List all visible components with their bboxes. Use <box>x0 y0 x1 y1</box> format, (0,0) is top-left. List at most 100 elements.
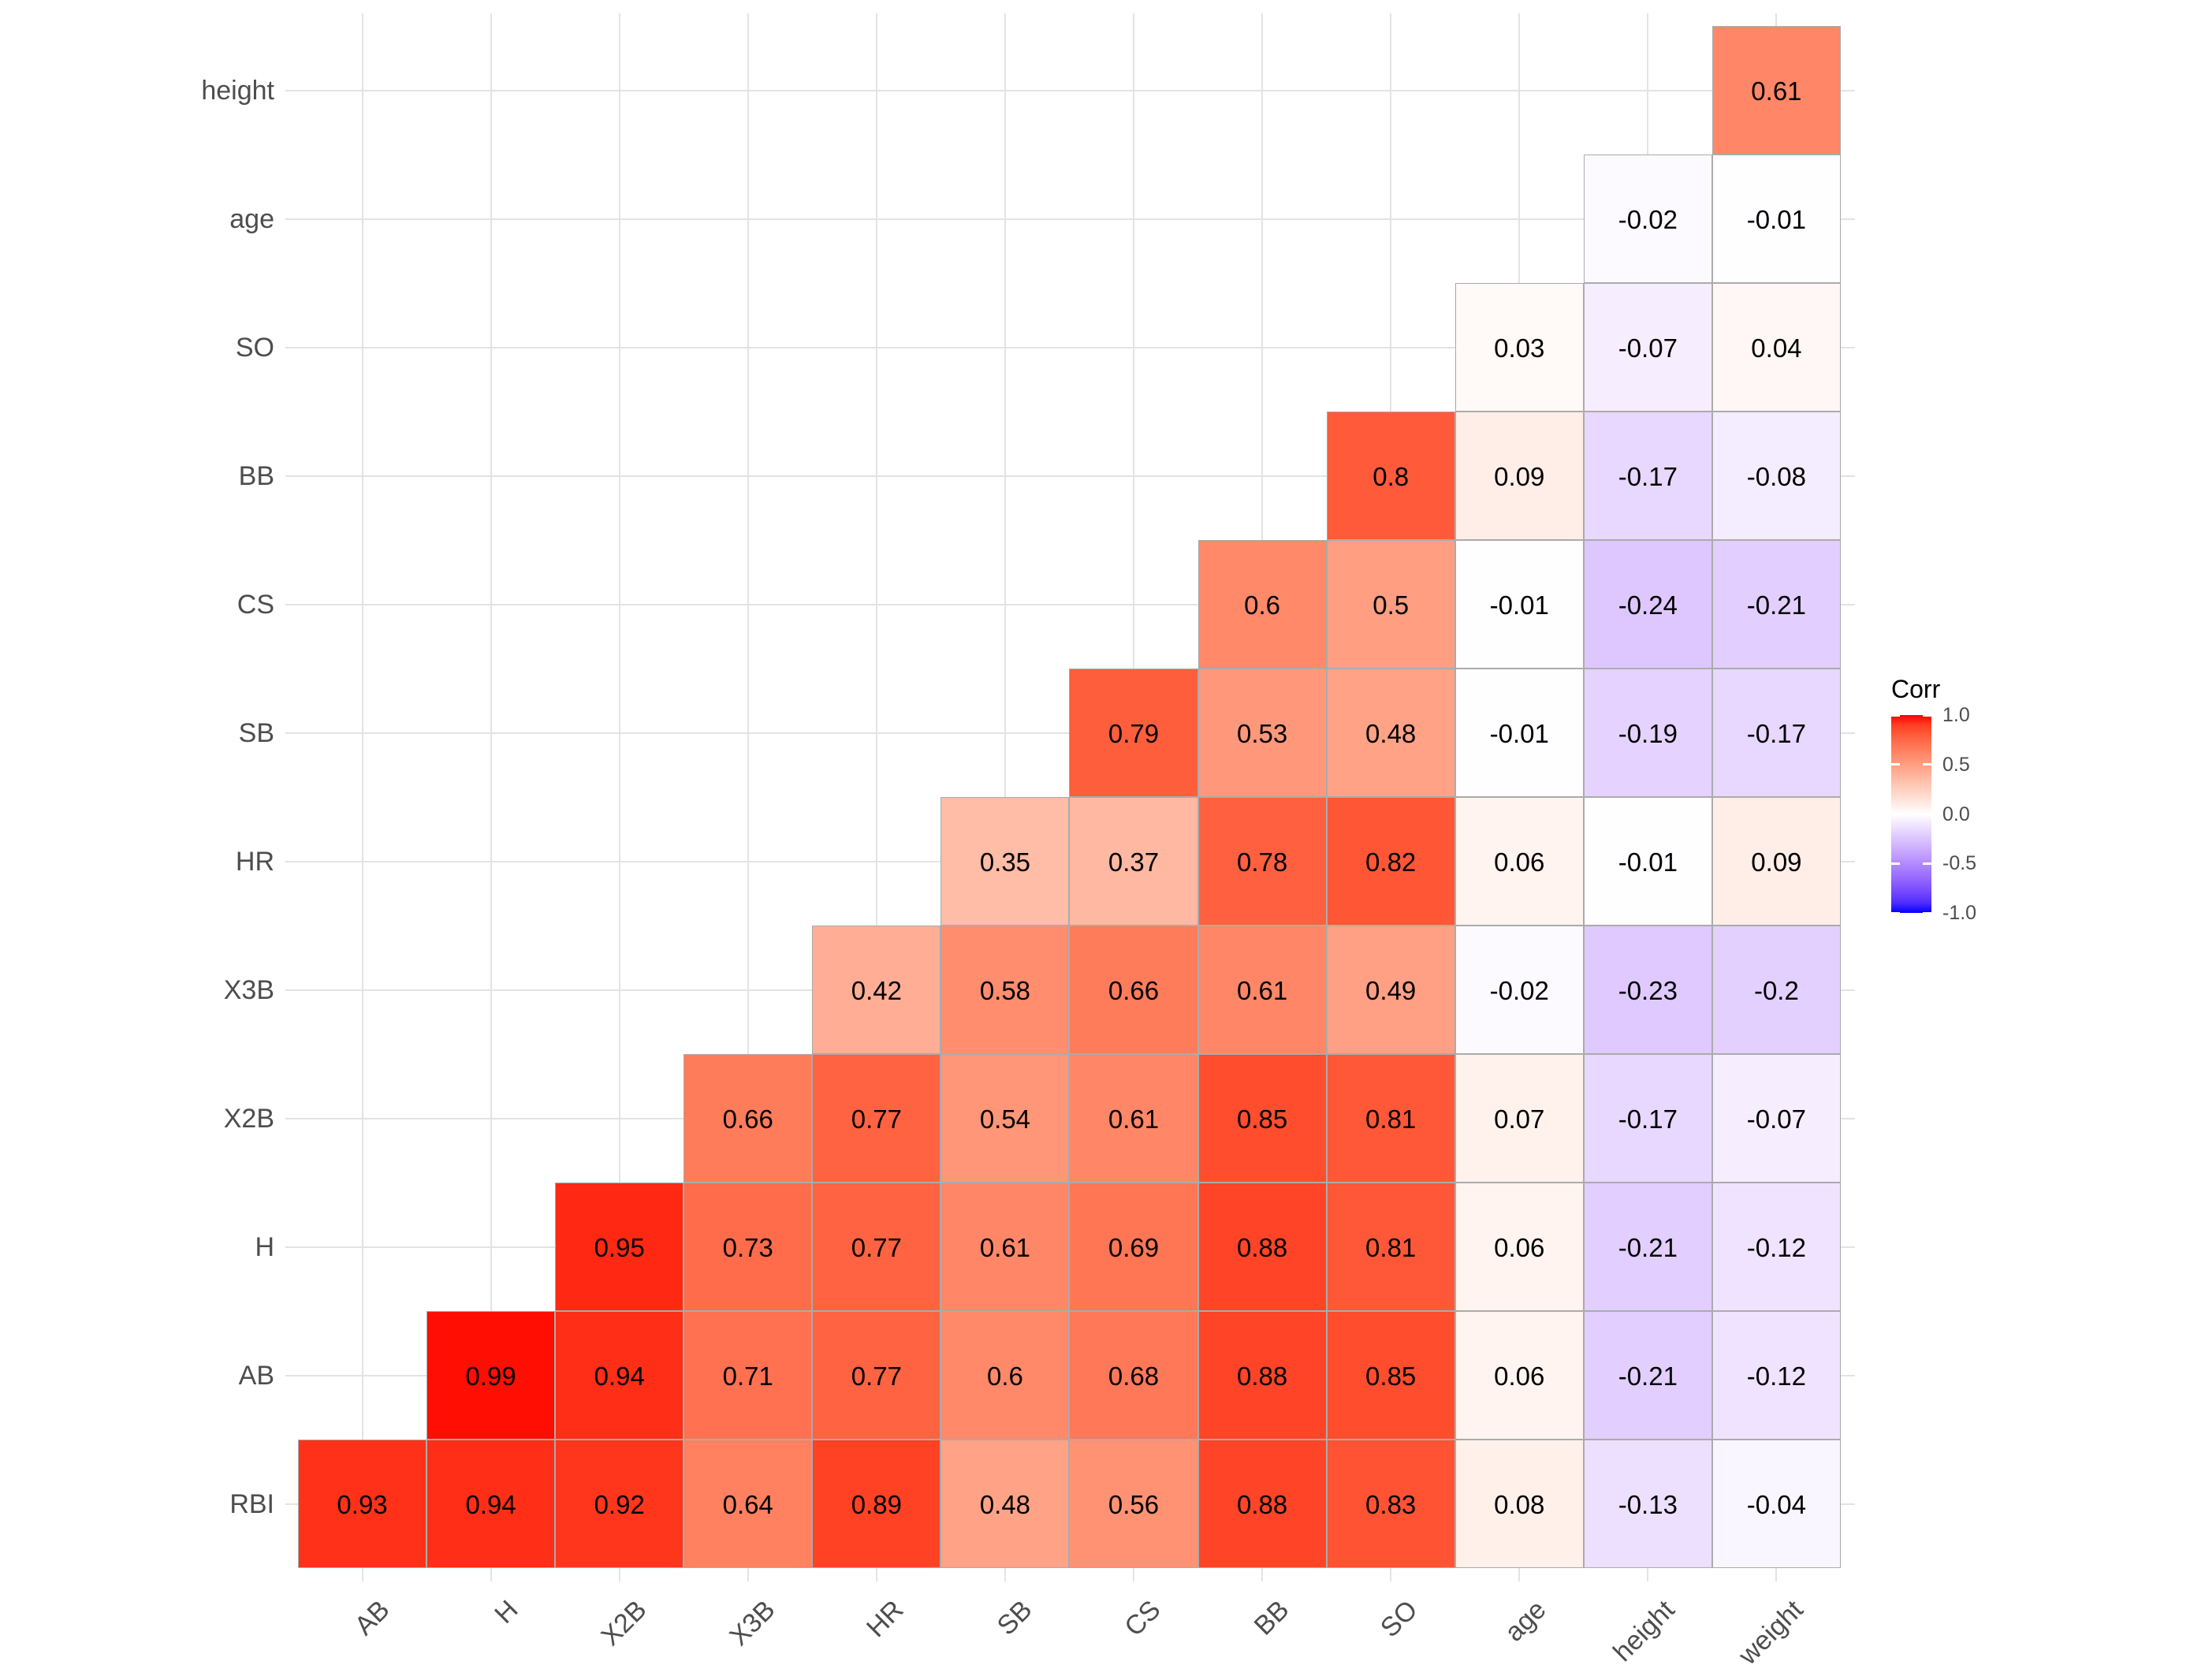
cell-value: 0.77 <box>851 1362 902 1391</box>
heatmap-cell: 0.77 <box>812 1054 941 1183</box>
cell-value: 0.94 <box>594 1362 645 1391</box>
heatmap-cell: -0.2 <box>1711 926 1841 1054</box>
heatmap-cell: -0.24 <box>1583 540 1712 669</box>
gridline-h <box>285 89 1855 91</box>
legend-tick-mark <box>1923 911 1931 913</box>
heatmap-cell: 0.08 <box>1454 1440 1584 1568</box>
cell-value: 0.66 <box>1108 976 1160 1005</box>
cell-value: 0.06 <box>1494 847 1545 877</box>
y-axis-label-ab: AB <box>238 1360 274 1391</box>
y-axis-label-x2b: X2B <box>223 1103 274 1134</box>
cell-value: 0.83 <box>1365 1490 1417 1519</box>
cell-value: 0.88 <box>1236 1490 1288 1519</box>
cell-value: 0.81 <box>1365 1233 1417 1262</box>
heatmap-cell: -0.02 <box>1454 926 1584 1054</box>
y-axis-label-h: H <box>255 1231 274 1262</box>
heatmap-cell: 0.03 <box>1454 283 1584 412</box>
cell-value: 0.61 <box>1751 76 1802 106</box>
cell-value: 0.04 <box>1751 333 1802 363</box>
cell-value: 0.42 <box>851 976 902 1005</box>
heatmap-cell: 0.69 <box>1069 1183 1198 1311</box>
heatmap-cell: 0.79 <box>1069 669 1198 797</box>
y-axis-label-sb: SB <box>238 717 274 748</box>
heatmap-cell: -0.07 <box>1583 283 1712 412</box>
legend-colorbar <box>1891 715 1931 913</box>
cell-value: -0.07 <box>1746 1104 1807 1134</box>
heatmap-cell: 0.6 <box>940 1311 1070 1440</box>
cell-value: -0.01 <box>1746 205 1807 234</box>
legend-tick-label: 1.0 <box>1942 704 1970 726</box>
cell-value: 0.08 <box>1494 1490 1545 1519</box>
cell-value: 0.94 <box>465 1490 516 1519</box>
cell-value: 0.37 <box>1108 847 1160 877</box>
heatmap-cell: 0.82 <box>1326 797 1455 926</box>
heatmap-cell: 0.94 <box>426 1440 556 1568</box>
heatmap-cell: 0.88 <box>1197 1440 1327 1568</box>
x-axis-label-hr: HR <box>860 1594 910 1644</box>
x-axis-label-weight: weight <box>1733 1594 1809 1671</box>
heatmap-cell: -0.17 <box>1583 1054 1712 1183</box>
cell-value: -0.02 <box>1618 205 1678 234</box>
heatmap-cell: 0.42 <box>812 926 941 1054</box>
heatmap-cell: -0.07 <box>1711 1054 1841 1183</box>
heatmap-cell: 0.09 <box>1711 797 1841 926</box>
y-axis-label-x3b: X3B <box>223 974 274 1005</box>
cell-value: 0.92 <box>594 1490 645 1519</box>
heatmap-cell: 0.77 <box>812 1311 941 1440</box>
heatmap-cell: 0.61 <box>1197 926 1327 1054</box>
heatmap-cell: 0.06 <box>1454 1183 1584 1311</box>
gridline-h <box>285 346 1855 348</box>
heatmap-cell: 0.94 <box>555 1311 684 1440</box>
legend-tick-label: -0.5 <box>1942 852 1977 875</box>
cell-value: 0.68 <box>1108 1362 1160 1391</box>
legend-tick-label: 0.0 <box>1942 803 1970 825</box>
cell-value: 0.88 <box>1236 1233 1288 1262</box>
heatmap-cell: 0.78 <box>1197 797 1327 926</box>
heatmap-cell: 0.5 <box>1326 540 1455 669</box>
cell-value: 0.09 <box>1751 847 1802 877</box>
heatmap-cell: 0.53 <box>1197 669 1327 797</box>
heatmap-cell: 0.06 <box>1454 1311 1584 1440</box>
cell-value: -0.17 <box>1618 1104 1678 1134</box>
heatmap-cell: 0.77 <box>812 1183 941 1311</box>
x-axis-label-height: height <box>1607 1594 1681 1668</box>
gridline-v <box>361 13 363 1581</box>
heatmap-cell: -0.01 <box>1454 669 1584 797</box>
heatmap-cell: 0.37 <box>1069 797 1198 926</box>
heatmap-cell: -0.02 <box>1583 155 1712 283</box>
heatmap-cell: 0.09 <box>1454 412 1584 540</box>
cell-value: 0.79 <box>1108 719 1160 748</box>
cell-value: -0.08 <box>1746 462 1807 491</box>
legend-tick-mark <box>1891 715 1900 717</box>
x-axis-label-cs: CS <box>1119 1594 1167 1642</box>
heatmap-cell: 0.58 <box>940 926 1070 1054</box>
cell-value: 0.93 <box>337 1490 388 1519</box>
legend-tick-label: -1.0 <box>1942 902 1977 924</box>
cell-value: -0.12 <box>1746 1233 1807 1262</box>
legend-tick-mark <box>1891 763 1900 766</box>
legend-tick-mark <box>1891 911 1900 913</box>
cell-value: 0.6 <box>986 1362 1023 1391</box>
heatmap-cell: -0.19 <box>1583 669 1712 797</box>
heatmap-cell: 0.54 <box>940 1054 1070 1183</box>
heatmap-cell: 0.99 <box>426 1311 556 1440</box>
cell-value: 0.71 <box>722 1362 773 1391</box>
legend-tick-mark <box>1923 813 1931 815</box>
heatmap-cell: 0.71 <box>683 1311 813 1440</box>
cell-value: -0.17 <box>1746 719 1807 748</box>
cell-value: 0.99 <box>465 1362 516 1391</box>
heatmap-cell: -0.17 <box>1711 669 1841 797</box>
heatmap-cell: 0.61 <box>940 1183 1070 1311</box>
heatmap-cell: -0.04 <box>1711 1440 1841 1568</box>
heatmap-cell: -0.12 <box>1711 1183 1841 1311</box>
cell-value: -0.01 <box>1489 719 1549 748</box>
heatmap-cell: 0.61 <box>1711 26 1841 155</box>
cell-value: 0.89 <box>851 1490 902 1519</box>
cell-value: 0.09 <box>1494 462 1545 491</box>
y-axis-label-rbi: RBI <box>229 1488 274 1519</box>
cell-value: 0.06 <box>1494 1233 1545 1262</box>
x-axis-label-bb: BB <box>1248 1594 1295 1641</box>
heatmap-cell: 0.92 <box>555 1440 684 1568</box>
heatmap-cell: -0.17 <box>1583 412 1712 540</box>
